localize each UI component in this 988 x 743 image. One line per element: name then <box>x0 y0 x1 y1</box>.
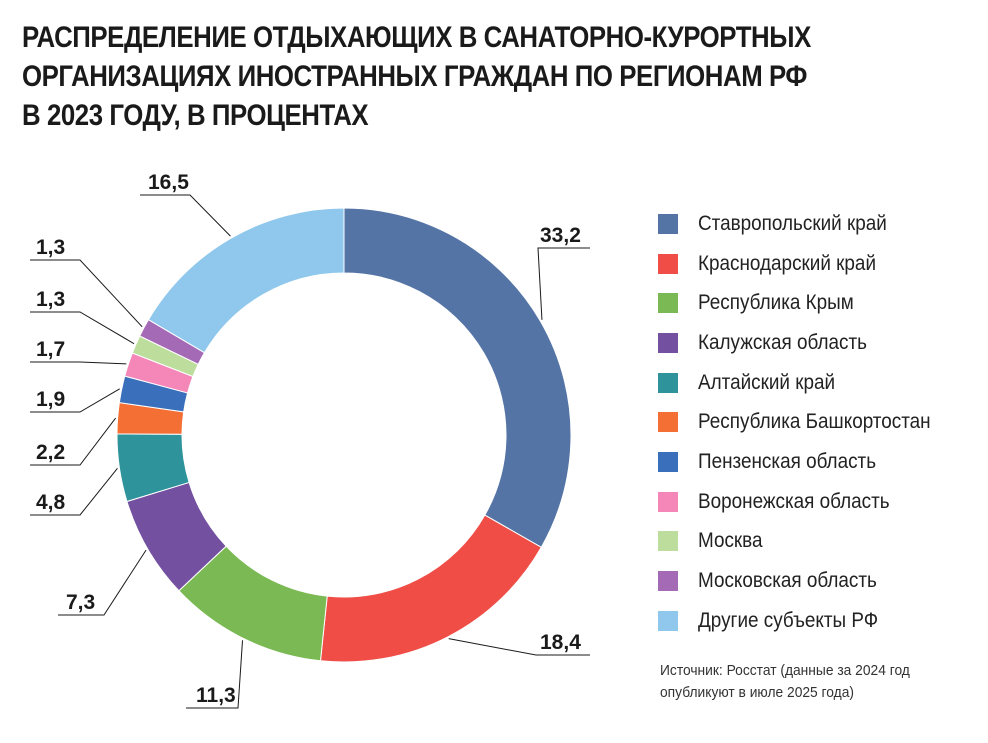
legend-item: Воронежская область <box>658 482 956 522</box>
legend-item: Краснодарский край <box>658 244 956 284</box>
legend-swatch <box>658 491 678 512</box>
legend-item: Республика Башкортостан <box>658 402 956 442</box>
data-label: 4,8 <box>36 491 66 514</box>
chart-title: РАСПРЕДЕЛЕНИЕ ОТДЫХАЮЩИХ В САНАТОРНО-КУР… <box>22 18 839 135</box>
donut-slices <box>116 207 572 663</box>
legend-swatch <box>658 213 678 234</box>
source-line: Источник: Росстат (данные за 2024 год <box>660 662 910 679</box>
data-label: 7,3 <box>66 591 95 614</box>
legend-swatch <box>658 293 678 314</box>
leader-line <box>30 388 120 413</box>
data-labels: 33,2 18,4 11,3 7,3 4,8 2,2 1,9 1,7 1,3 1,3 16,5 <box>36 171 581 707</box>
data-label: 1,3 <box>36 236 65 259</box>
leader-line <box>140 194 231 237</box>
leader-line <box>30 259 143 328</box>
source-line: опубликуют в июле 2025 года) <box>660 684 854 701</box>
data-label: 1,3 <box>36 288 65 311</box>
data-label: 33,2 <box>540 224 581 247</box>
legend-label: Краснодарский край <box>698 251 877 275</box>
data-label: 1,9 <box>36 388 65 411</box>
leader-line <box>537 247 590 320</box>
legend-label: Московская область <box>698 569 877 593</box>
label-leader-lines <box>30 194 590 709</box>
legend-item: Ставропольский край <box>658 204 956 244</box>
donut-slice <box>343 207 572 548</box>
legend-item: Другие субъекты РФ <box>658 601 956 641</box>
chart-title-line: РАСПРЕДЕЛЕНИЕ ОТДЫХАЮЩИХ В САНАТОРНО-КУР… <box>22 21 811 54</box>
donut-slice <box>319 514 542 663</box>
legend-label: Республика Крым <box>698 291 854 315</box>
source-note: Источник: Росстат (данные за 2024 год оп… <box>660 660 954 704</box>
leader-line <box>30 311 135 345</box>
legend-swatch <box>658 610 678 631</box>
leader-line <box>30 468 118 516</box>
legend-item: Москва <box>658 522 956 562</box>
leader-line <box>30 361 127 365</box>
legend-label: Другие субъекты РФ <box>698 608 879 632</box>
chart-title-line: ОРГАНИЗАЦИЯХ ИНОСТРАННЫХ ГРАЖДАН ПО РЕГИ… <box>22 60 808 93</box>
legend-item: Алтайский край <box>658 363 956 403</box>
leader-line <box>186 640 244 709</box>
legend-label: Ставропольский край <box>698 211 887 235</box>
legend-label: Алтайский край <box>698 370 836 394</box>
legend-swatch <box>658 253 678 274</box>
leader-line <box>448 638 590 656</box>
data-label: 11,3 <box>196 684 236 707</box>
leader-line <box>58 549 147 616</box>
leader-line <box>30 417 117 466</box>
legend-swatch <box>658 531 678 552</box>
legend-item: Пензенская область <box>658 442 956 482</box>
legend-label: Калужская область <box>698 330 867 354</box>
legend-swatch <box>658 372 678 393</box>
data-label: 16,5 <box>148 171 189 194</box>
data-label: 2,2 <box>36 441 65 464</box>
data-label: 1,7 <box>36 338 65 361</box>
legend-label: Пензенская область <box>698 449 877 473</box>
legend-label: Республика Башкортостан <box>698 410 931 434</box>
donut-slice <box>147 207 345 354</box>
data-label: 18,4 <box>540 631 581 654</box>
legend-swatch <box>658 412 678 433</box>
legend-label: Москва <box>698 529 763 553</box>
legend-swatch <box>658 451 678 472</box>
legend-item: Московская область <box>658 561 956 601</box>
legend-swatch <box>658 571 678 592</box>
legend-item: Калужская область <box>658 323 956 363</box>
legend-swatch <box>658 332 678 353</box>
legend: Ставропольский край Краснодарский край Рес… <box>658 204 956 641</box>
legend-item: Республика Крым <box>658 283 956 323</box>
chart-title-line: В 2023 ГОДУ, В ПРОЦЕНТАХ <box>22 99 369 132</box>
legend-label: Воронежская область <box>698 489 890 513</box>
